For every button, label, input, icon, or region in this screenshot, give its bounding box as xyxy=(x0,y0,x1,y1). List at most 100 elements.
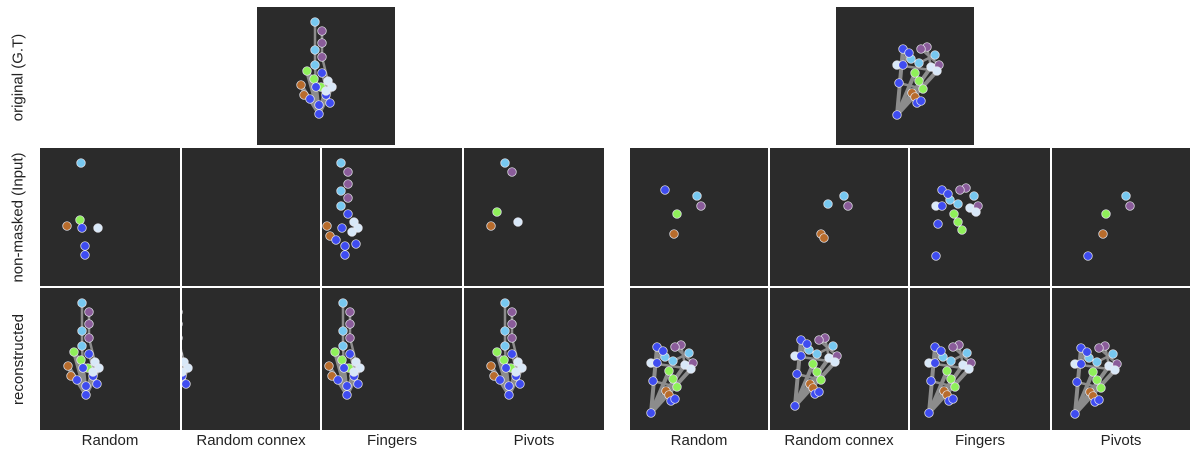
joint-8 xyxy=(926,376,936,386)
joint-9 xyxy=(501,363,511,373)
input-right-random-panel xyxy=(630,148,768,286)
joint-1 xyxy=(486,361,496,371)
joint-4 xyxy=(948,394,958,404)
hand-skeleton-original-left xyxy=(296,17,337,119)
joint-4 xyxy=(670,394,680,404)
hand-skeleton-input-right-random xyxy=(660,185,706,239)
joint-5 xyxy=(1101,209,1111,219)
joint-8 xyxy=(933,219,943,229)
joint-1 xyxy=(669,229,679,239)
joint-19 xyxy=(802,339,812,349)
column-label-right-fingers: Fingers xyxy=(954,432,1006,449)
joint-1 xyxy=(1098,229,1108,239)
hand-skeleton-reconstructed-right-random-connex xyxy=(790,333,842,411)
joint-11 xyxy=(310,45,320,55)
joint-0 xyxy=(504,390,514,400)
joint-4 xyxy=(340,241,350,251)
joint-18 xyxy=(347,227,357,237)
input-left-fingers-panel xyxy=(322,148,462,286)
joint-12 xyxy=(336,158,346,168)
hand-skeleton-original-right xyxy=(892,42,944,120)
joint-1 xyxy=(324,361,334,371)
joint-10 xyxy=(336,201,346,211)
joint-20 xyxy=(1076,359,1086,369)
joint-4 xyxy=(916,96,926,106)
joint-17 xyxy=(830,357,840,367)
joint-9 xyxy=(339,363,349,373)
column-label-left-random-connex: Random connex xyxy=(196,432,306,449)
joint-12 xyxy=(500,298,510,308)
joint-0 xyxy=(81,390,91,400)
joint-1 xyxy=(486,221,496,231)
joint-5 xyxy=(942,366,952,376)
joint-6 xyxy=(75,215,85,225)
joint-0 xyxy=(646,408,656,418)
joint-8 xyxy=(792,369,802,379)
joint-16 xyxy=(1125,201,1135,211)
joint-11 xyxy=(1092,357,1102,367)
joint-11 xyxy=(823,199,833,209)
input-right-pivots-panel xyxy=(1052,148,1190,286)
joint-18 xyxy=(182,367,187,377)
joint-19 xyxy=(936,346,946,356)
joint-6 xyxy=(309,74,319,84)
joint-9 xyxy=(660,185,670,195)
joint-11 xyxy=(946,356,956,366)
joint-11 xyxy=(953,199,963,209)
joint-20 xyxy=(345,349,355,359)
joint-12 xyxy=(930,50,940,60)
joint-12 xyxy=(310,17,320,27)
joint-18 xyxy=(511,367,521,377)
joint-1 xyxy=(296,80,306,90)
joint-3 xyxy=(333,375,343,385)
joint-5 xyxy=(69,347,79,357)
joint-17 xyxy=(686,364,696,374)
joint-20 xyxy=(796,351,806,361)
joint-7 xyxy=(672,382,682,392)
joint-9 xyxy=(78,363,88,373)
joint-15 xyxy=(343,179,353,189)
input-left-pivots-panel xyxy=(464,148,604,286)
joint-10 xyxy=(500,341,510,351)
joint-9 xyxy=(77,223,87,233)
joint-5 xyxy=(302,66,312,76)
joint-15 xyxy=(345,319,355,329)
joint-1 xyxy=(322,221,332,231)
joint-12 xyxy=(684,348,694,358)
hand-skeleton-reconstructed-right-random xyxy=(646,340,698,418)
input-right-fingers-panel xyxy=(910,148,1050,286)
joint-7 xyxy=(1096,383,1106,393)
reconstructed-left-random-panel xyxy=(40,288,180,430)
joint-12 xyxy=(962,348,972,358)
hand-skeleton-input-left-random xyxy=(62,158,103,260)
input-right-random-connex-panel xyxy=(770,148,908,286)
joint-15 xyxy=(916,44,926,54)
joint-7 xyxy=(950,382,960,392)
joint-11 xyxy=(338,326,348,336)
joint-13 xyxy=(513,217,523,227)
joint-15 xyxy=(670,342,680,352)
column-label-right-random: Random xyxy=(670,432,728,449)
joint-18 xyxy=(88,367,98,377)
reconstructed-left-random-connex-panel xyxy=(182,288,320,430)
hand-skeleton-input-right-pivots xyxy=(1083,191,1135,261)
row-label-reconstructed: reconstructed xyxy=(0,288,36,430)
joint-12 xyxy=(338,298,348,308)
joint-15 xyxy=(814,335,824,345)
joint-3 xyxy=(72,375,82,385)
joint-4 xyxy=(1094,395,1104,405)
joint-10 xyxy=(338,341,348,351)
joint-0 xyxy=(931,251,941,261)
reconstructed-right-random-connex-panel xyxy=(770,288,908,430)
hand-skeleton-input-right-random-connex xyxy=(816,191,853,243)
joint-8 xyxy=(894,78,904,88)
joint-16 xyxy=(507,167,517,177)
joint-16 xyxy=(507,307,517,317)
joint-5 xyxy=(330,347,340,357)
joint-19 xyxy=(515,379,525,389)
joint-4 xyxy=(814,387,824,397)
joint-12 xyxy=(500,158,510,168)
joint-16 xyxy=(84,307,94,317)
joint-1 xyxy=(62,221,72,231)
joint-15 xyxy=(84,319,94,329)
